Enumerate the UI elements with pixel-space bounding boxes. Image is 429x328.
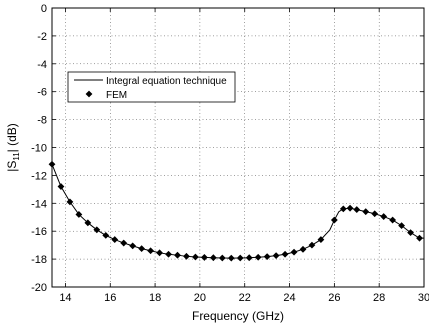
x-tick-label: 18 xyxy=(149,292,161,304)
fem-point xyxy=(129,242,137,250)
fem-point xyxy=(254,253,262,261)
fem-point xyxy=(380,213,388,220)
legend-marker-sample xyxy=(85,90,93,98)
fem-point xyxy=(218,254,226,262)
fem-point xyxy=(183,252,190,260)
x-tick-label: 14 xyxy=(59,292,71,304)
fem-point xyxy=(111,236,119,243)
fem-point xyxy=(362,208,370,216)
y-tick-label: -8 xyxy=(37,115,47,127)
x-tick-label: 20 xyxy=(194,292,206,304)
y-tick-label: -10 xyxy=(31,143,47,155)
fem-point xyxy=(66,198,74,206)
fem-point xyxy=(165,250,172,258)
fem-point xyxy=(102,231,110,239)
legend: Integral equation technique FEM xyxy=(67,71,236,103)
legend-box xyxy=(67,71,236,103)
fem-point xyxy=(317,236,325,243)
fem-point xyxy=(227,254,235,262)
fem-point xyxy=(308,241,316,249)
y-tick-label: -18 xyxy=(31,254,47,266)
x-tick-label: 26 xyxy=(328,292,340,304)
y-tick-label: -14 xyxy=(31,198,47,210)
fem-point xyxy=(346,204,354,212)
fem-point xyxy=(371,210,379,218)
fem-point xyxy=(57,183,65,190)
y-tick-label: 0 xyxy=(41,3,47,15)
x-tick-label: 28 xyxy=(373,292,385,304)
fem-point xyxy=(407,229,414,236)
fem-point xyxy=(236,254,244,262)
fem-point xyxy=(156,249,163,257)
fem-point xyxy=(299,245,307,253)
y-axis-label-tail: | (dB) xyxy=(5,123,19,152)
fem-point xyxy=(290,248,298,256)
fem-point xyxy=(330,216,338,224)
y-tick-label: -16 xyxy=(31,226,47,238)
y-axis-label: |S11| (dB) xyxy=(5,123,21,172)
fem-point xyxy=(416,234,423,242)
y-tick-label: -12 xyxy=(31,170,47,182)
fem-point xyxy=(245,254,253,262)
fem-point xyxy=(93,226,101,234)
fem-point xyxy=(192,253,199,261)
fem-point xyxy=(281,250,289,258)
fem-point xyxy=(398,222,405,230)
tick-layer: 14 16 18 20 22 24 26 28 30 0 -2 -4 -6 -8 -10 -12 -14 -16 -… xyxy=(31,3,429,304)
fem-point xyxy=(138,245,146,253)
fem-point xyxy=(200,254,208,261)
x-axis-label: Frequency (GHz) xyxy=(192,309,284,323)
fem-point xyxy=(120,239,128,247)
legend-label-fem: FEM xyxy=(106,90,127,101)
y-tick-label: -6 xyxy=(37,87,47,99)
x-tick-label: 22 xyxy=(239,292,251,304)
x-tick-label: 24 xyxy=(283,292,295,304)
fem-point xyxy=(209,254,217,262)
y-tick-label: -20 xyxy=(31,282,47,294)
y-tick-label: -2 xyxy=(37,31,47,43)
fem-point xyxy=(174,251,181,259)
fem-point xyxy=(75,211,83,218)
y-axis-label-main: |S xyxy=(5,161,19,172)
fem-point xyxy=(147,247,155,255)
fem-point xyxy=(353,206,361,213)
grid-layer xyxy=(52,8,424,287)
fem-point xyxy=(339,205,347,213)
legend-label-integral: Integral equation technique xyxy=(106,76,227,87)
y-tick-label: -4 xyxy=(37,59,47,71)
x-tick-label: 30 xyxy=(418,292,429,304)
fem-point xyxy=(389,216,397,224)
fem-point xyxy=(263,253,271,260)
y-axis-label-sub: 11 xyxy=(12,152,21,161)
x-tick-label: 16 xyxy=(104,292,116,304)
series-layer xyxy=(48,160,424,262)
fem-point xyxy=(272,252,280,260)
fem-point xyxy=(84,219,92,227)
